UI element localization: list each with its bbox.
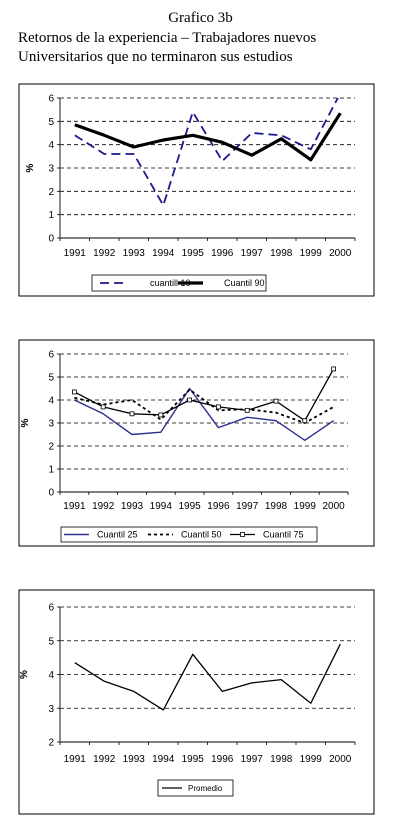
- chart-frame: [18, 83, 375, 297]
- series-point: [129, 411, 135, 417]
- legend-marker: [240, 532, 245, 537]
- page-title: Grafico 3b: [168, 10, 233, 26]
- legend-label: Cuantil 25: [97, 530, 138, 540]
- x-tick-label: 1999: [294, 501, 317, 512]
- series-point: [244, 407, 250, 413]
- legend-label: Cuantil 90: [224, 278, 265, 288]
- x-tick-label: 1998: [270, 754, 293, 765]
- y-axis-label: %: [19, 670, 30, 679]
- x-tick-label: 1991: [64, 754, 87, 765]
- x-tick-label: 1993: [121, 501, 144, 512]
- y-tick-label: 4: [48, 140, 54, 151]
- y-tick-label: 6: [48, 350, 54, 361]
- legend-label: Promedio: [188, 784, 223, 793]
- y-tick-label: 1: [48, 465, 54, 476]
- legend-box: [157, 779, 234, 797]
- chart-2: 0 1 2 3 4 5 6 1991 1992 1993 1994 1995 1996 1997 1998 1…: [18, 339, 375, 547]
- y-tick-label: 2: [48, 442, 54, 453]
- x-tick-label: 1996: [211, 248, 234, 259]
- subtitle-line-1: Retornos de la experiencia – Trabajadore…: [18, 30, 317, 46]
- y-axis-label: %: [25, 163, 36, 172]
- y-tick-label: 1: [48, 210, 54, 221]
- x-tick-label: 1999: [300, 754, 323, 765]
- y-tick-label: 5: [48, 117, 54, 128]
- x-tick-label: 1991: [64, 248, 87, 259]
- y-tick-label: 0: [48, 488, 54, 499]
- x-tick-label: 1996: [211, 754, 234, 765]
- x-tick-label: 1995: [182, 248, 205, 259]
- x-tick-label: 1994: [150, 501, 173, 512]
- x-tick-label: 1991: [63, 501, 86, 512]
- series-line: [74, 387, 334, 441]
- chart-3: 2 3 4 5 6 1991 1992 1993 1994 1995 1996 1997 1998 199…: [18, 589, 375, 815]
- series-point: [72, 389, 77, 395]
- legend-label: cuantill 10: [150, 278, 191, 288]
- subtitle-line-2: Universitarios que no terminaron sus est…: [18, 49, 293, 65]
- series-point: [215, 404, 221, 410]
- y-tick-label: 2: [48, 187, 54, 198]
- series-point: [273, 398, 279, 404]
- x-tick-label: 1992: [93, 754, 116, 765]
- series-line: [74, 388, 335, 424]
- x-tick-label: 1997: [241, 248, 264, 259]
- y-tick-label: 6: [48, 94, 54, 105]
- series-point: [187, 397, 193, 403]
- x-tick-label: 2000: [322, 501, 345, 512]
- x-tick-label: 1992: [93, 248, 116, 259]
- series-point: [100, 404, 106, 410]
- page-subtitle: Retornos de la experiencia – Trabajadore…: [18, 29, 378, 67]
- x-tick-label: 1999: [300, 248, 323, 259]
- x-tick-label: 1994: [152, 248, 175, 259]
- x-tick-label: 1995: [182, 754, 205, 765]
- legend-box: [60, 526, 318, 543]
- y-tick-label: 3: [48, 704, 54, 715]
- series-line: [74, 98, 339, 207]
- chart-frame: [18, 589, 375, 815]
- x-tick-label: 1997: [236, 501, 259, 512]
- y-tick-label: 4: [48, 670, 54, 681]
- x-tick-label: 1997: [241, 754, 264, 765]
- chart-1: 0 1 2 3 4 5 6 1991 1992 1993 1994 1995 1996 1997 1998 1…: [18, 83, 375, 297]
- series-point: [302, 418, 308, 424]
- chart-frame: [18, 339, 375, 547]
- y-tick-label: 5: [48, 373, 54, 384]
- x-tick-label: 2000: [329, 248, 352, 259]
- x-tick-label: 1994: [152, 754, 175, 765]
- series-line: [74, 643, 341, 711]
- series-point: [158, 412, 164, 418]
- y-axis-label: %: [20, 418, 31, 427]
- x-tick-label: 1998: [270, 248, 293, 259]
- series-point: [331, 366, 337, 372]
- series-line: [74, 112, 342, 162]
- y-tick-label: 4: [48, 396, 54, 407]
- y-tick-label: 2: [48, 738, 54, 749]
- x-tick-label: 1998: [265, 501, 288, 512]
- legend-label: Cuantil 50: [181, 530, 222, 540]
- x-tick-label: 1993: [123, 754, 146, 765]
- y-tick-label: 0: [48, 234, 54, 245]
- y-tick-label: 5: [48, 636, 54, 647]
- x-tick-label: 1995: [178, 501, 201, 512]
- y-tick-label: 3: [48, 419, 54, 430]
- series-line: [74, 368, 335, 422]
- x-tick-label: 1993: [123, 248, 146, 259]
- x-tick-label: 2000: [329, 754, 352, 765]
- y-tick-label: 3: [48, 164, 54, 175]
- x-tick-label: 1992: [92, 501, 115, 512]
- legend-label: Cuantil 75: [263, 530, 304, 540]
- y-tick-label: 6: [48, 603, 54, 614]
- x-tick-label: 1996: [207, 501, 230, 512]
